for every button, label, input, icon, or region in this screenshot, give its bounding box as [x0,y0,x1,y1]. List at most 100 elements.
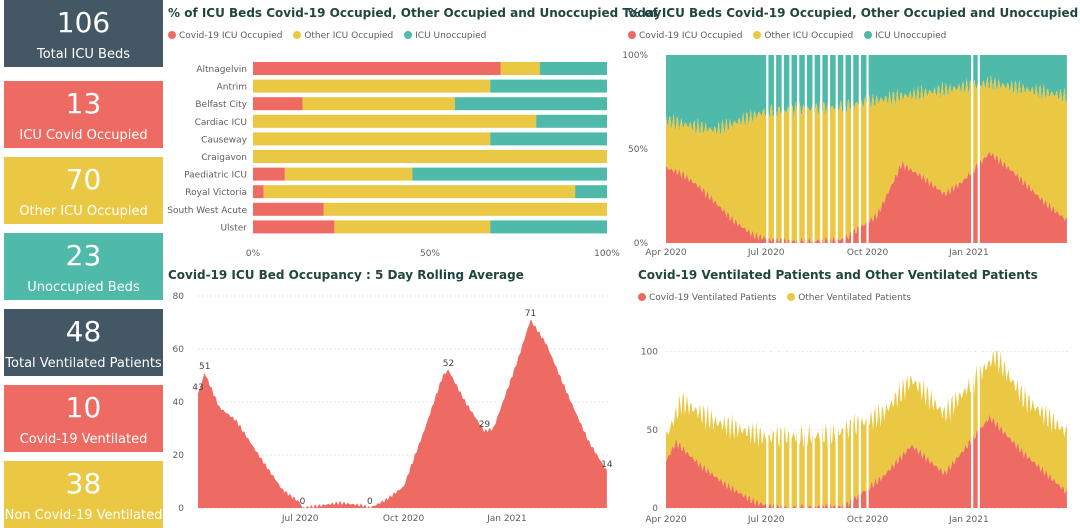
kpi-value: 23 [65,239,102,272]
bar-segment [490,79,607,93]
legend-dot-icon [168,31,176,39]
data-label: 71 [525,309,536,319]
x-tick-label: Apr 2020 [645,515,687,525]
legend-label: Covid-19 ICU Occupied [639,31,743,41]
legend-item[interactable]: Covid-19 ICU Occupied [168,31,282,41]
category-label: Ulster [220,223,247,233]
x-tick-label: Oct 2020 [847,515,889,525]
kpi-label: ICU Covid Occupied [19,128,148,143]
kpi-card-non-covid-ventilated: 38 Non Covid-19 Ventilated [4,461,163,528]
bar-segment [536,114,607,128]
category-label: Royal Victoria [185,188,247,198]
legend-label: Other Ventilated Patients [798,293,912,303]
y-tick-label: 60 [173,345,185,355]
bar-segment [490,220,607,234]
data-gap [835,336,838,508]
y-tick-label: 50 [647,426,659,436]
data-label: 0 [367,497,373,507]
series-area-covid [666,152,1067,243]
legend-dot-icon [293,31,302,39]
kpi-card-covid-ventilated: 10 Covid-19 Ventilated [4,385,163,452]
x-tick-label: Jan 2021 [486,514,527,524]
legend-label: Other ICU Occupied [764,31,854,41]
kpi-label: Total Ventilated Patients [5,356,162,371]
y-tick-label: 40 [173,398,185,408]
data-gap [858,336,861,508]
bar-segment [323,202,607,216]
legend-item[interactable]: Covid-19 ICU Occupied [628,31,742,41]
data-gap [866,55,869,243]
y-tick-label: 0% [634,239,649,249]
data-gap [797,336,800,508]
legend-label: Other ICU Occupied [304,31,394,41]
kpi-value: 70 [65,163,102,196]
data-label: 14 [601,460,613,470]
data-gap [827,55,831,243]
data-gap [781,55,784,243]
kpi-value: 10 [65,391,102,424]
category-label: Causeway [201,135,248,145]
x-tick-label: Jul 2020 [281,514,319,524]
y-tick-label: 20 [173,451,185,461]
kpi-value: 106 [56,6,111,39]
data-label: 43 [192,383,203,393]
bar-segment [253,150,607,163]
legend-dot-icon [787,293,796,301]
data-label: 52 [443,359,454,369]
bar-segment [490,132,607,146]
ventilated-patients-chart: 0 50 100 Apr 2020 Jul 2020 Oct 2020 Jan 2021 [641,336,1068,525]
data-gap [766,55,769,243]
bar-segment [454,97,607,111]
data-gap [977,55,980,243]
data-label: 0 [300,497,306,507]
series-area-covid-ventilated [666,414,1067,508]
category-label: Cardiac ICU [195,118,247,128]
chart-legend: Covid-19 Ventilated Patients Other Venti… [638,293,919,303]
bar-segment [253,79,491,93]
kpi-value: 38 [65,467,102,500]
x-tick-label: 50% [420,249,440,259]
bar-segment [575,185,607,199]
data-gap [781,336,784,508]
covid-icu-rolling-average-chart: 0 20 40 60 80 43 51 0 0 52 29 71 14 Jul 2020 Oct 2020 J… [173,292,613,524]
legend-item[interactable]: Other Ventilated Patients [787,293,911,303]
bar-segment [253,97,303,111]
bar-segment [284,167,413,181]
y-tick-label: 0 [178,504,184,514]
chart-title: % of ICU Beds Covid-19 Occupied, Other O… [168,6,662,20]
legend-label: Covid-19 ICU Occupied [179,31,283,41]
legend-item[interactable]: Other ICU Occupied [753,31,853,41]
legend-dot-icon [404,31,413,39]
data-gap [858,55,861,243]
legend-item[interactable]: Other ICU Occupied [293,31,393,41]
data-gap [827,336,831,508]
bar-segment [302,97,455,111]
category-label: South West Acute [167,206,247,216]
data-gap [866,336,869,508]
kpi-label: Total ICU Beds [37,47,130,62]
y-tick-label: 100% [622,51,648,61]
chart-title: Covid-19 Ventilated Patients and Other V… [638,268,1038,282]
legend-item[interactable]: Covid-19 Ventilated Patients [638,293,776,303]
kpi-card-icu-covid-occupied: 13 ICU Covid Occupied [4,81,163,148]
bar-segment [253,220,335,234]
data-gap [971,336,974,508]
x-tick-label: Apr 2020 [645,248,687,258]
legend-dot-icon [628,31,636,39]
chart-title: Covid-19 ICU Bed Occupancy : 5 Day Rolli… [168,268,524,282]
bar-segment [253,114,537,128]
kpi-card-total-ventilated: 48 Total Ventilated Patients [4,309,163,376]
x-tick-label: 100% [594,249,620,259]
data-gap [820,55,823,243]
data-gap [812,55,815,243]
x-tick-label: Jul 2020 [747,248,785,258]
data-gap [977,336,980,508]
kpi-label: Unoccupied Beds [27,280,140,295]
legend-item[interactable]: ICU Unoccupied [864,31,946,41]
y-tick-label: 100 [641,348,658,358]
data-gap [797,55,800,243]
chart-title: % of ICU Beds Covid-19 Occupied, Other O… [628,6,1079,20]
bar-segment [412,167,607,181]
legend-item[interactable]: ICU Unoccupied [404,31,486,41]
bar-segment [334,220,491,234]
